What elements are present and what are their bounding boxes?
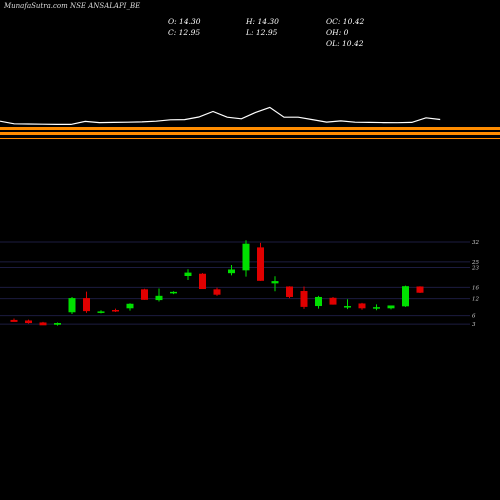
candle-body bbox=[242, 243, 250, 271]
chart-title: MunafaSutra.com NSE ANSALAPI_BE bbox=[4, 2, 141, 10]
oh-value: OH: 0 bbox=[326, 28, 349, 37]
close-value: C: 12.95 bbox=[168, 28, 201, 37]
y-tick-label: 32 bbox=[472, 240, 479, 246]
candle-body bbox=[170, 291, 177, 294]
candle-body bbox=[344, 306, 351, 308]
candle-body bbox=[155, 295, 163, 301]
candle-body bbox=[97, 311, 105, 313]
y-tick-label: 25 bbox=[471, 260, 479, 266]
indicator-line bbox=[0, 106, 441, 126]
candle-body bbox=[83, 298, 90, 312]
oc-value: OC: 10.42 bbox=[326, 17, 365, 26]
candle-body bbox=[315, 296, 322, 307]
candle-body bbox=[10, 319, 18, 322]
volume-band bbox=[0, 127, 500, 130]
candle-body bbox=[141, 289, 148, 300]
candle-body bbox=[126, 303, 134, 309]
candle-body bbox=[416, 286, 424, 293]
candle-body bbox=[329, 297, 337, 305]
low-value: L: 12.95 bbox=[246, 28, 278, 37]
candle-body bbox=[68, 298, 76, 313]
high-value: H: 14.30 bbox=[246, 17, 279, 26]
candle-body bbox=[228, 269, 235, 274]
candle-body bbox=[300, 291, 308, 307]
volume-band bbox=[0, 138, 500, 139]
candle-body bbox=[54, 323, 61, 325]
candle-body bbox=[271, 281, 279, 284]
y-tick-label: 23 bbox=[471, 266, 479, 272]
candle-body bbox=[112, 310, 119, 312]
candle-body bbox=[184, 272, 192, 276]
candle-body bbox=[387, 305, 395, 309]
candle-body bbox=[199, 273, 206, 290]
candle-body bbox=[402, 286, 409, 307]
candle-body bbox=[373, 307, 380, 309]
open-value: O: 14.30 bbox=[168, 17, 201, 26]
candle-body bbox=[257, 247, 264, 281]
candle-body bbox=[358, 303, 366, 309]
ol-value: OL: 10.42 bbox=[326, 39, 364, 48]
y-tick-label: 6 bbox=[472, 314, 476, 320]
candle-body bbox=[286, 286, 293, 297]
candle-body bbox=[39, 322, 47, 326]
volume-band bbox=[0, 132, 500, 135]
y-tick-label: 16 bbox=[472, 285, 479, 291]
candle-body bbox=[25, 320, 32, 324]
y-tick-label: 12 bbox=[472, 297, 479, 303]
y-tick-label: 3 bbox=[472, 322, 476, 328]
candle-body bbox=[213, 289, 221, 295]
